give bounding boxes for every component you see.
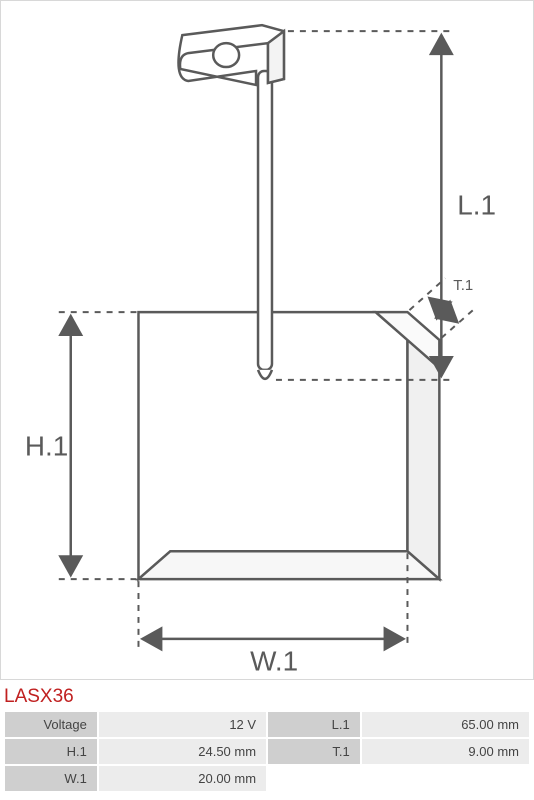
spec-value: 65.00 mm [361,711,530,738]
dim-t1-line [429,298,457,322]
spec-empty [361,765,530,792]
spec-label: W.1 [4,765,98,792]
spec-value: 24.50 mm [98,738,267,765]
dim-w1-label: W.1 [250,646,298,677]
spec-value: 9.00 mm [361,738,530,765]
table-row: Voltage 12 V L.1 65.00 mm [4,711,530,738]
table-row: H.1 24.50 mm T.1 9.00 mm [4,738,530,765]
spec-label: H.1 [4,738,98,765]
lead-wire [258,71,272,370]
spec-label: T.1 [267,738,361,765]
spec-value: 12 V [98,711,267,738]
brush-body-bottom [138,551,439,579]
spec-label: L.1 [267,711,361,738]
spec-label: Voltage [4,711,98,738]
dim-h1-label: H.1 [25,431,68,462]
spec-table: Voltage 12 V L.1 65.00 mm H.1 24.50 mm T… [3,710,531,793]
product-code: LASX36 [0,680,534,710]
dim-t1-label: T.1 [453,277,473,294]
dim-l1-label: L.1 [457,189,496,220]
spec-empty [267,765,361,792]
terminal-clip [178,25,283,85]
table-row: W.1 20.00 mm [4,765,530,792]
technical-diagram: H.1 W.1 L.1 T.1 [0,0,534,680]
brush-body-right [407,340,439,579]
spec-value: 20.00 mm [98,765,267,792]
